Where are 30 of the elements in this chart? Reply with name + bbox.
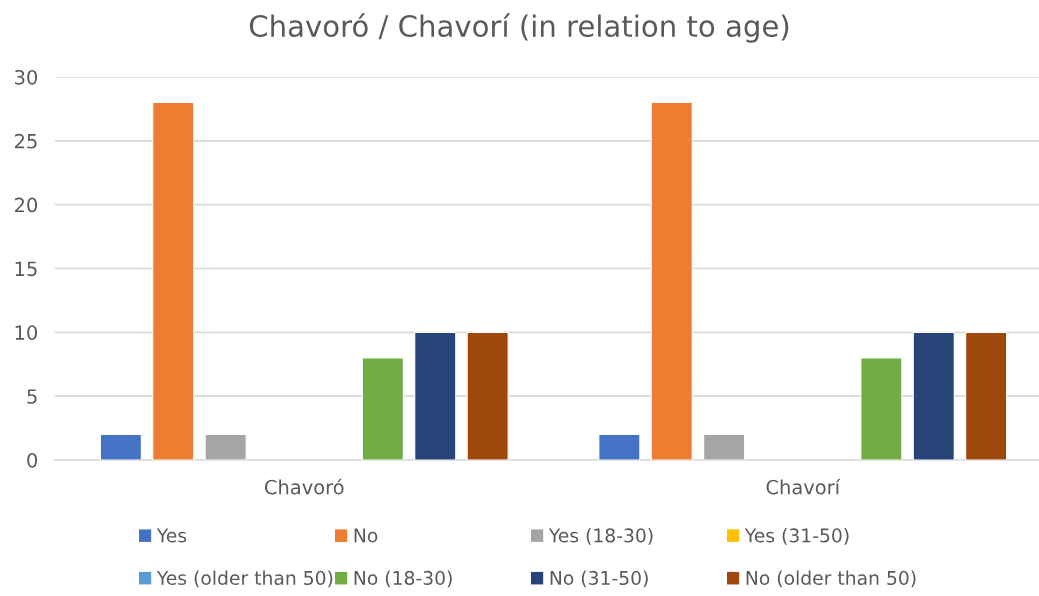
y-tick-label: 20 xyxy=(15,197,38,213)
bar xyxy=(204,433,247,460)
chart-title: Chavoró / Chavorí (in relation to age) xyxy=(249,13,789,43)
bar xyxy=(598,433,641,460)
y-tick-label: 0 xyxy=(27,452,38,468)
bar xyxy=(152,101,195,460)
bar xyxy=(860,357,903,460)
legend-label: No (18-30) xyxy=(354,570,452,588)
y-tick-label: 5 xyxy=(27,389,37,404)
y-tick-label: 15 xyxy=(15,261,37,277)
legend-label: Yes (older than 50) xyxy=(156,570,333,588)
bar xyxy=(650,101,693,460)
legend-label: No xyxy=(354,528,378,543)
x-tick-label: Chavoró xyxy=(265,478,344,495)
x-tick-label: Chavorí xyxy=(766,478,841,495)
bar xyxy=(965,331,1008,460)
bar xyxy=(703,433,746,460)
y-tick-label: 30 xyxy=(15,69,38,85)
legend-label: Yes xyxy=(156,528,187,543)
legend-label: Yes (31-50) xyxy=(744,528,849,545)
bar xyxy=(361,357,404,460)
bar xyxy=(414,331,457,460)
bar xyxy=(912,331,955,460)
bar xyxy=(99,433,142,460)
legend-label: Yes (18-30) xyxy=(548,528,653,545)
bar xyxy=(466,331,509,460)
legend-label: No (older than 50) xyxy=(746,570,916,588)
y-tick-label: 25 xyxy=(15,133,37,149)
y-tick-label: 10 xyxy=(15,325,38,340)
legend-label: No (31-50) xyxy=(550,570,648,588)
